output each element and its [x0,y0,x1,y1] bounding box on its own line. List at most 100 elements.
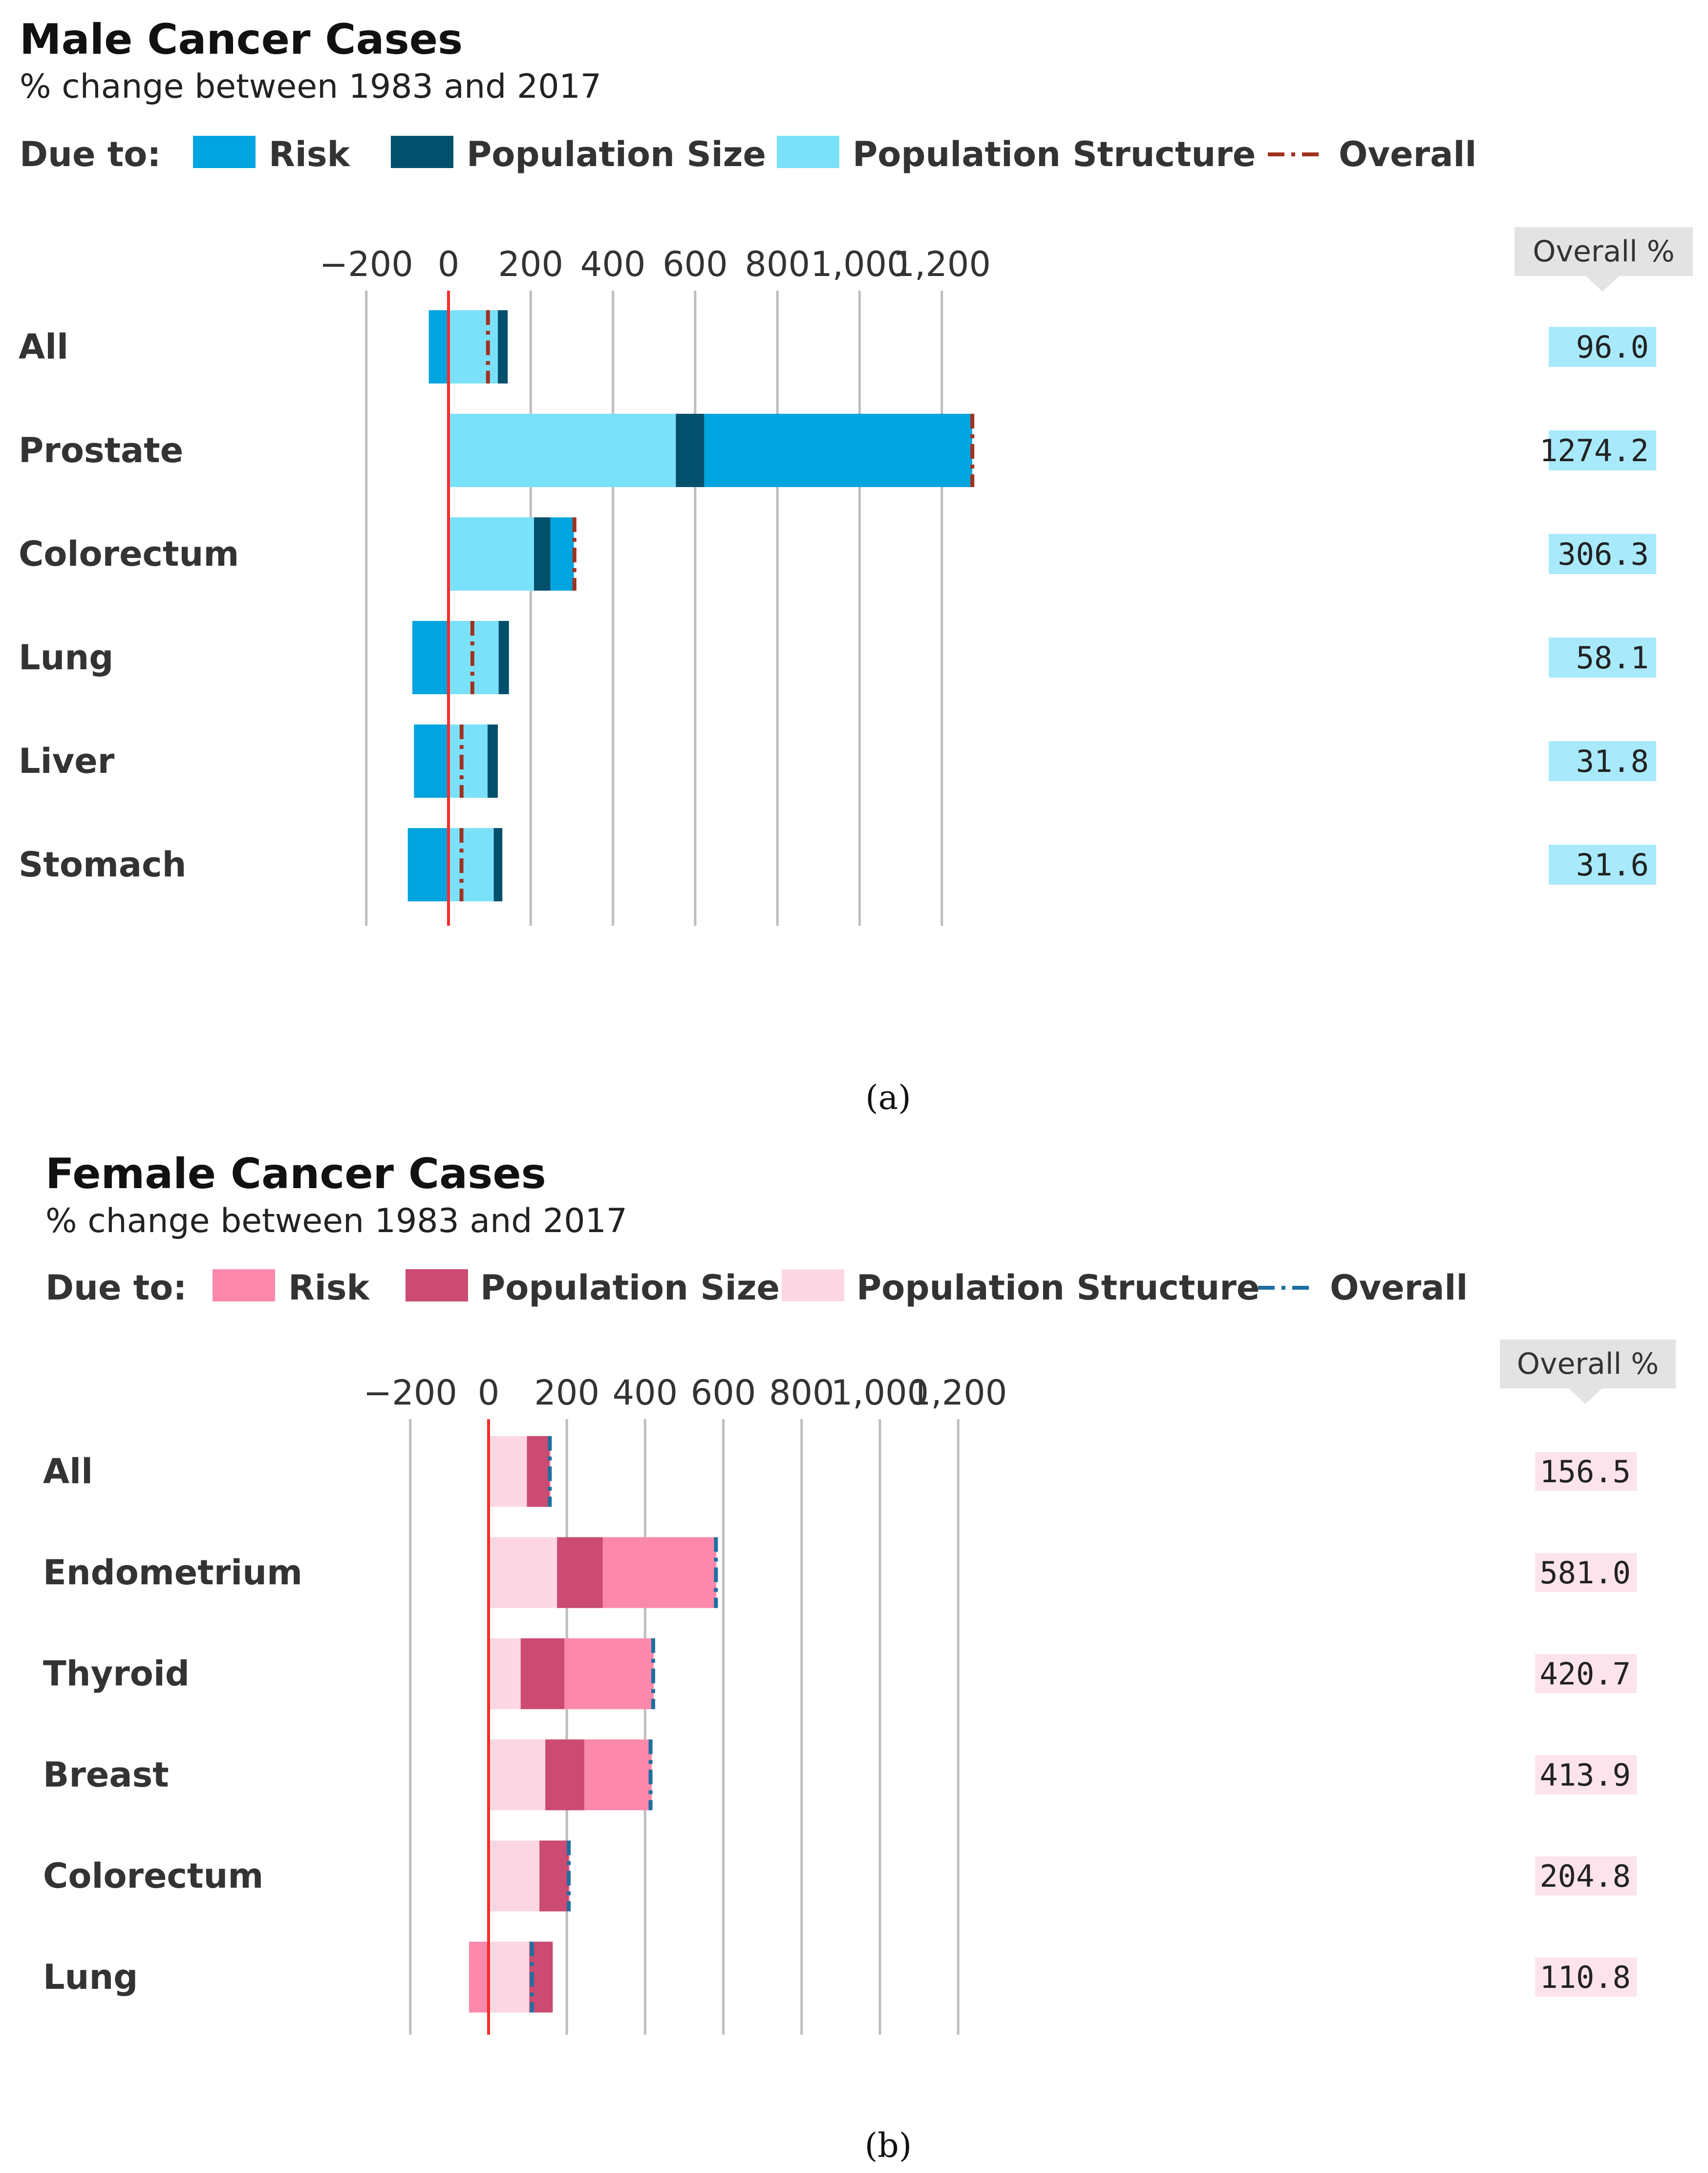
overall-value: 581.0 [1539,1555,1631,1591]
bar-row-all: All 96.0 [19,310,1656,383]
bar-segment-population-size [557,1537,603,1608]
category-label: Lung [43,1957,138,1997]
bar-segment-risk [602,1537,717,1608]
panel-label: (a) [865,1079,911,1117]
bar-row-endometrium: Endometrium 581.0 [43,1537,1637,1608]
bar-segment-population-structure [489,1739,546,1811]
legend-swatch-population-structure [782,1269,844,1301]
x-tick-label: 600 [662,244,728,284]
overall-header-box [1500,1340,1676,1388]
overall-value-box [1535,1856,1637,1896]
bar-segment-population-structure [489,1941,530,2013]
overall-header-pointer [1569,1388,1602,1404]
category-label: Colorectum [43,1856,263,1896]
bar-row-thyroid: Thyroid 420.7 [43,1638,1637,1709]
bar-row-all: All 156.5 [43,1436,1637,1507]
legend-label-overall: Overall [1330,1268,1468,1308]
x-tick-label: 800 [769,1373,834,1413]
x-tick-label: 200 [534,1373,599,1413]
overall-value-box [1549,327,1656,367]
bar-segment-population-structure [489,1638,521,1709]
x-tick-label: −200 [320,244,413,284]
x-tick-label: 1,200 [893,244,991,284]
bar-segment-risk [564,1638,654,1709]
bar-segment-population-size [487,724,498,798]
bar-segment-population-size [534,517,551,591]
overall-value-box [1535,1553,1637,1592]
bar-row-prostate: Prostate 1274.2 [19,414,1656,487]
bar-segment-population-structure [448,517,534,591]
bar-row-lung: Lung 58.1 [19,621,1656,694]
x-tick-label: 800 [745,244,810,284]
bar-segment-population-size [493,828,503,901]
bar-segment-risk [584,1739,652,1811]
category-label: All [43,1451,93,1491]
overall-value-box [1549,638,1656,678]
overall-value-box [1535,1755,1637,1794]
bar-segment-population-structure [489,1537,557,1608]
category-label: Breast [43,1755,169,1795]
legend: Due to: Risk Population Size Population Str… [45,1268,1468,1308]
bar-segment-population-structure [489,1436,527,1507]
x-tick-label: 1,000 [831,1373,929,1413]
bar-segment-risk [469,1941,489,2013]
category-label: All [19,327,68,367]
chart-panel-0: Male Cancer Cases% change between 1983 a… [19,15,1693,1117]
bar-segment-population-size [527,1436,550,1507]
overall-value: 204.8 [1539,1858,1631,1894]
overall-value-box [1535,1654,1637,1693]
bar-segment-population-structure [448,414,676,487]
chart-subtitle: % change between 1983 and 2017 [20,67,601,106]
category-label: Liver [19,741,115,781]
bar-segment-risk [550,517,574,591]
bar-segment-population-size [497,310,508,383]
overall-value-box [1535,1452,1637,1491]
overall-value: 420.7 [1539,1656,1631,1692]
category-label: Lung [19,638,113,678]
x-tick-label: 0 [478,1373,500,1413]
bar-row-breast: Breast 413.9 [43,1739,1637,1811]
legend-label-population-size: Population Size [467,134,766,174]
x-tick-label: −200 [363,1373,457,1413]
overall-header: Overall % [1533,234,1675,269]
bar-row-colorectum: Colorectum 204.8 [43,1840,1637,1912]
x-tick-label: 0 [438,244,460,284]
category-label: Colorectum [19,534,239,574]
legend-prefix: Due to: [45,1268,187,1308]
legend-label-overall: Overall [1339,134,1476,174]
chart-subtitle: % change between 1983 and 2017 [45,1202,627,1240]
overall-value: 413.9 [1539,1757,1631,1793]
bar-row-colorectum: Colorectum 306.3 [19,517,1656,591]
bar-segment-risk [428,310,448,383]
bar-segment-risk [407,828,448,901]
x-tick-label: 1,000 [811,244,908,284]
bar-segment-population-size [676,414,705,487]
bar-segment-risk [414,724,448,798]
legend-swatch-risk [213,1269,275,1301]
legend-label-risk: Risk [269,134,351,174]
category-label: Thyroid [43,1654,190,1694]
bar-segment-population-structure [448,310,498,383]
x-tick-label: 400 [613,1373,678,1413]
legend: Due to: Risk Population Size Population Str… [20,134,1476,174]
category-label: Prostate [19,430,183,470]
x-tick-label: 600 [691,1373,756,1413]
overall-value-box [1549,534,1656,574]
bar-segment-population-size [520,1638,565,1709]
legend-swatch-risk [193,136,256,168]
legend-swatch-population-structure [777,136,839,168]
chart-title: Female Cancer Cases [45,1150,546,1198]
overall-header-box [1515,227,1693,276]
overall-value: 31.6 [1576,847,1649,883]
overall-value-box [1549,430,1656,470]
category-label: Endometrium [43,1553,302,1593]
x-tick-label: 200 [498,244,563,284]
legend-label-risk: Risk [288,1268,370,1308]
overall-value: 156.5 [1539,1454,1631,1490]
legend-prefix: Due to: [20,134,161,174]
bar-segment-population-size [498,621,509,694]
legend-label-population-structure: Population Structure [853,134,1256,174]
